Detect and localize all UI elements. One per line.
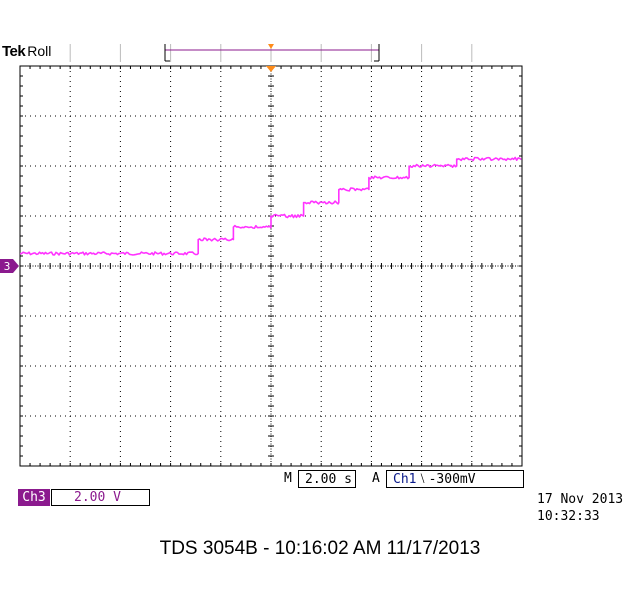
acquisition-mode: Roll <box>27 43 52 59</box>
graticule <box>19 65 523 467</box>
footer-caption: TDS 3054B - 10:16:02 AM 11/17/2013 <box>159 538 481 559</box>
channel-ground-marker-label: 3 <box>4 260 11 273</box>
channel-scale-box: 2.00 V <box>51 489 150 506</box>
channel-label: Ch3 <box>18 489 50 506</box>
trigger-label: A <box>372 471 380 486</box>
waveform-layer <box>19 156 522 256</box>
record-trigger-marker <box>268 44 274 49</box>
oscilloscope-screen: 3 <box>0 44 523 467</box>
top-ruler <box>69 44 473 62</box>
horizontal-scale: 2.00 s <box>305 472 352 487</box>
horizontal-scale-box: 2.00 s <box>298 470 356 488</box>
channel-scale: 2.00 V <box>74 490 121 505</box>
horizontal-label: M <box>284 471 292 486</box>
record-position-bar <box>164 44 380 62</box>
waveform-trace <box>19 156 522 256</box>
trigger-position-marker <box>266 66 276 72</box>
datetime: 17 Nov 2013 10:32:33 <box>537 491 623 525</box>
markers-layer: 3 <box>0 66 276 273</box>
trigger-level: -300mV <box>428 472 476 487</box>
date: 17 Nov 2013 <box>537 492 624 507</box>
trigger-slope-icon: ⧵ <box>420 472 425 487</box>
trigger-box: Ch1 ⧵ -300mV <box>386 470 524 488</box>
channel-ground-marker <box>0 259 19 273</box>
brand: Tek Roll <box>2 42 51 61</box>
trigger-source: Ch1 <box>393 472 417 487</box>
brand-name: Tek <box>2 43 26 60</box>
time: 10:32:33 <box>537 509 600 524</box>
